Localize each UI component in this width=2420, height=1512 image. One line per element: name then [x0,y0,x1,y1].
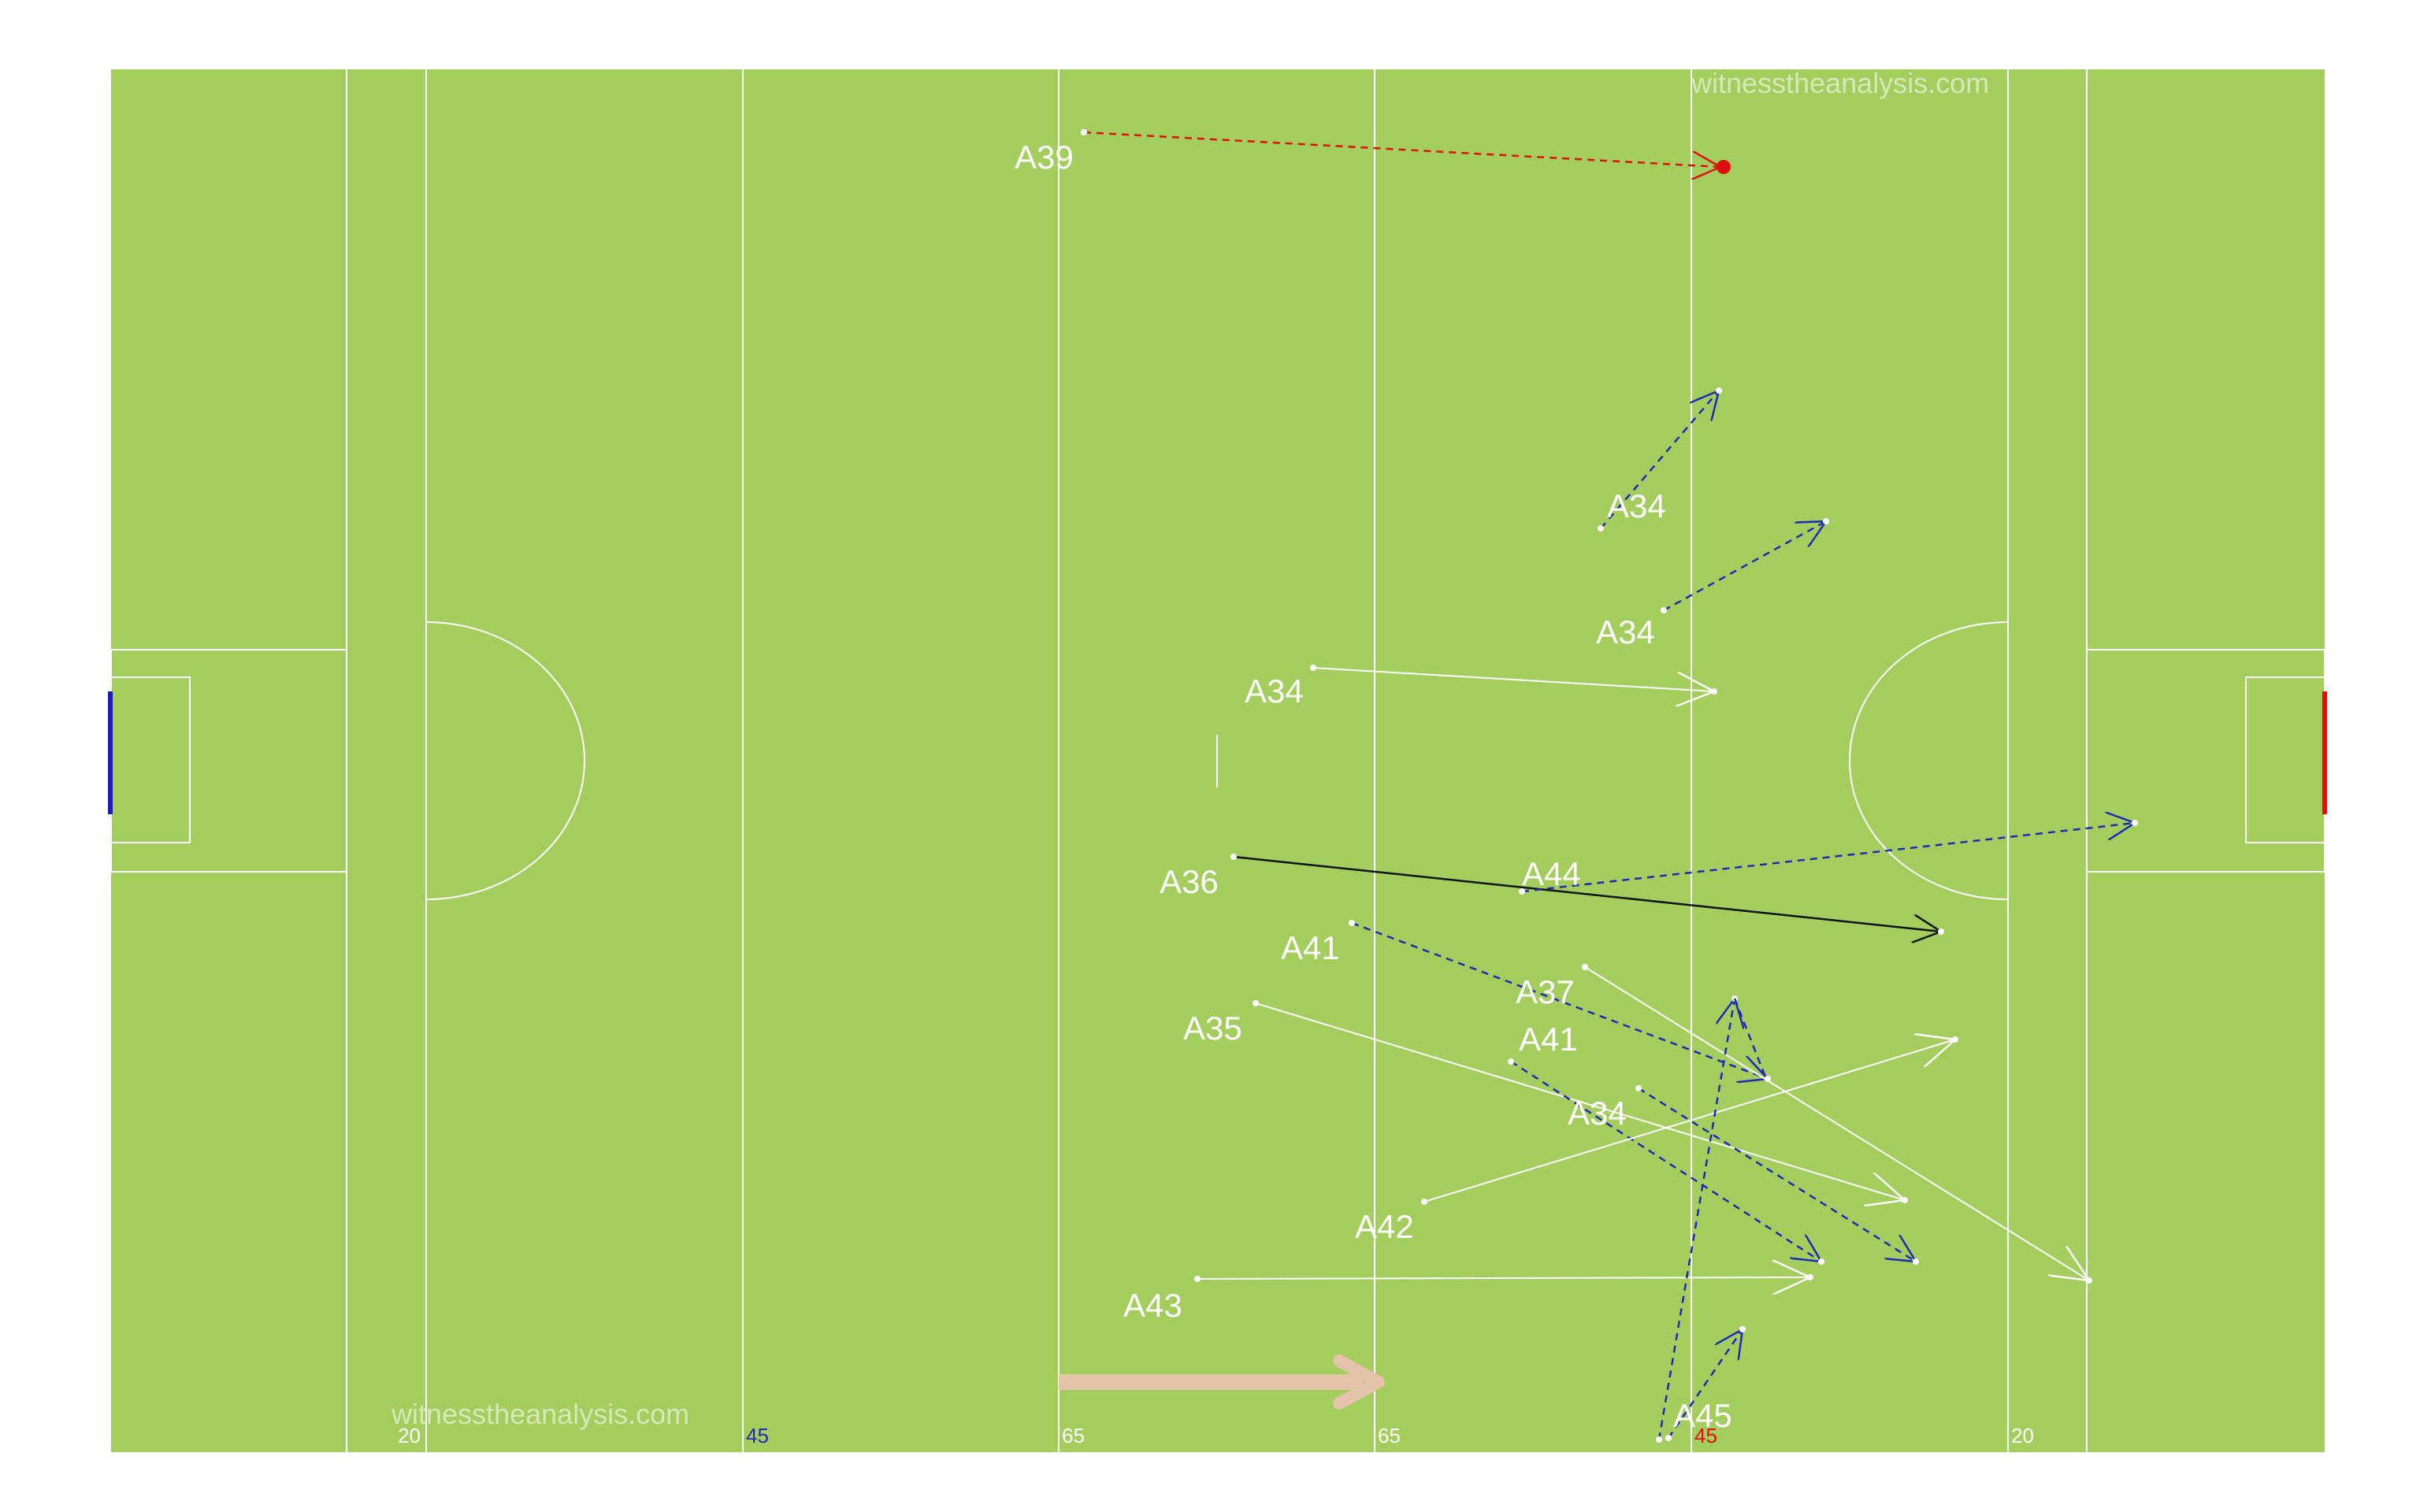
pass-label: A34 [1607,487,1666,524]
pass-label: A36 [1160,863,1219,900]
line-label-45-left: 45 [746,1424,769,1447]
pass-a34-2: A34 [1596,518,1829,650]
pass-a41-1: A41 [1281,920,1771,1082]
passes-layer: A39 A34 A34 A34 A36 [1015,129,2138,1443]
pass-label: A45 [1673,1397,1732,1434]
pass-a36: A36 [1160,854,1944,935]
pass-unlabelled-2 [1733,998,1768,1080]
pass-label: A34 [1245,673,1304,710]
pass-label: A41 [1281,929,1340,966]
pass-a34-4: A34 [1568,1085,1919,1265]
line-label-65-right: 65 [1378,1424,1401,1447]
left-goal [108,691,113,814]
pass-a37: A37 [1516,964,2092,1284]
pass-a34-1: A34 [1598,387,1722,532]
semicircle-right [1849,621,2009,900]
pass-a41-2: A41 [1508,1021,1824,1265]
line-label-20-right: 20 [2011,1424,2034,1447]
pass-a45: A45 [1665,1326,1746,1441]
watermark-top: witnesstheanalysis.com [1691,67,1989,99]
line-label-45-right: 45 [1694,1424,1717,1447]
pass-a39: A39 [1015,129,1731,176]
line-label-65-left: 65 [1062,1424,1085,1447]
line-label-20-left: 20 [398,1424,421,1447]
attack-direction-arrow [1059,1354,1385,1410]
semicircle-left [425,621,585,900]
pass-label: A34 [1596,613,1655,650]
pass-label: A41 [1519,1021,1578,1058]
pass-a42: A42 [1355,1036,1958,1245]
pass-a35: A35 [1183,1000,1908,1203]
pass-label: A35 [1183,1010,1242,1047]
pass-a44: A44 [1519,820,2138,895]
pass-label: A37 [1516,973,1575,1010]
pass-a43: A43 [1123,1274,1813,1324]
pass-label: A39 [1015,139,1074,176]
right-goal [2322,691,2327,814]
pass-label: A44 [1522,855,1581,892]
watermark-bottom: witnesstheanalysis.com [391,1398,689,1430]
line-labels: 20 45 65 65 45 20 [398,1424,2034,1447]
pass-label: A42 [1355,1208,1414,1245]
pass-endpoint-dot [1717,160,1731,174]
pass-a34-3: A34 [1245,665,1717,710]
pass-label: A43 [1123,1287,1182,1324]
pass-label: A34 [1568,1095,1627,1132]
